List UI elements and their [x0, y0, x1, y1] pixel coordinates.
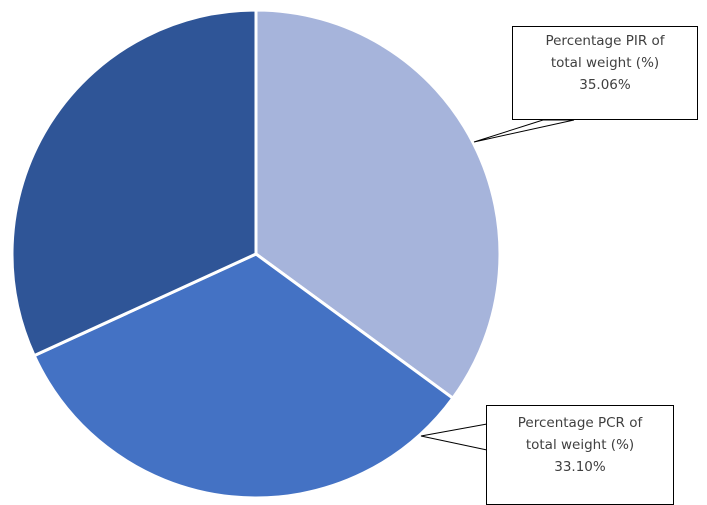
callout-pir-value: 35.06%: [579, 77, 631, 93]
pie-slice-2: [10, 8, 258, 358]
pie-slice-0: [254, 8, 502, 400]
callout-pir-line2: total weight (%): [550, 55, 660, 71]
callout-pir-leader: [473, 119, 575, 143]
callout-pcr-value: 33.10%: [554, 459, 606, 475]
callout-pir: Percentage PIR of total weight (%) 35.06…: [512, 26, 698, 120]
callout-pcr-line2: total weight (%): [525, 437, 635, 453]
callout-pir-line1: Percentage PIR of: [545, 33, 665, 49]
callout-pcr: Percentage PCR of total weight (%) 33.10…: [486, 405, 674, 505]
callout-pcr-leader: [420, 423, 488, 451]
callout-pcr-line1: Percentage PCR of: [517, 415, 643, 431]
